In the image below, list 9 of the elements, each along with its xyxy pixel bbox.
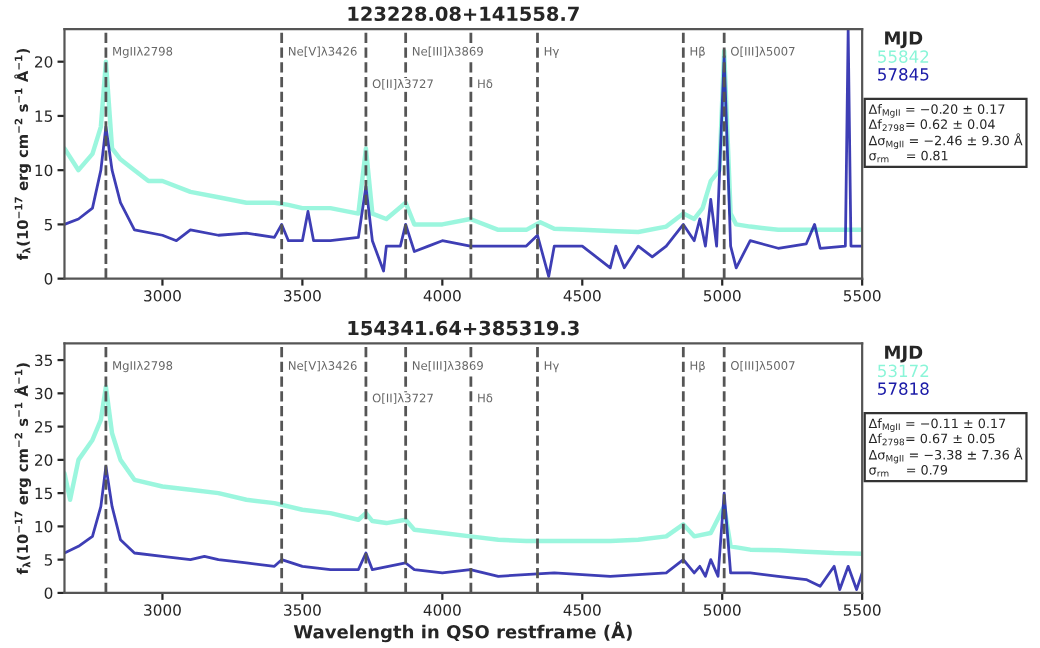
chart-title: 123228.08+141558.7 bbox=[348, 6, 579, 22]
text: 53172 bbox=[878, 364, 929, 378]
text: 55842 bbox=[878, 50, 929, 63]
x-axis-title: Wavelength in QSO restframe (Å) bbox=[293, 621, 632, 643]
legend-title: MJD bbox=[885, 345, 923, 363]
series-label: 57845 bbox=[878, 68, 929, 81]
text: 57818 bbox=[878, 382, 929, 395]
chart-title: 154341.64+385319.3 bbox=[348, 320, 579, 336]
legend-title: MJD bbox=[885, 31, 923, 49]
